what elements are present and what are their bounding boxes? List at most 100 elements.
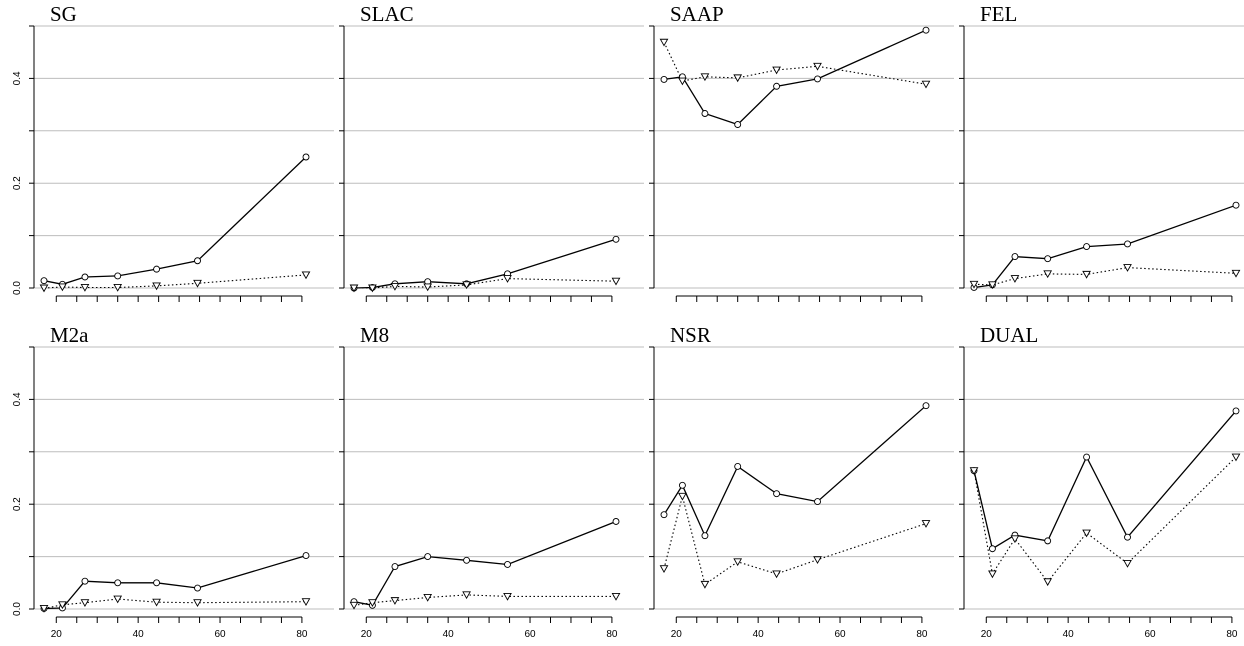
point-triangle <box>813 62 822 71</box>
point-triangle <box>1043 270 1053 279</box>
point-triangle <box>1123 559 1132 568</box>
panel-nsr: 20 40 60 80 NSR <box>649 323 954 640</box>
point-circle <box>194 584 201 592</box>
point-triangle <box>390 597 400 605</box>
point-circle <box>114 579 122 587</box>
point-triangle <box>349 601 359 610</box>
x-tick-label: 20 <box>981 629 993 640</box>
point-circle <box>1083 243 1091 251</box>
point-triangle <box>80 284 90 292</box>
point-triangle <box>58 601 67 610</box>
panel-slac: SLAC <box>339 2 644 302</box>
x-tick-label: 40 <box>1063 629 1075 640</box>
x-tick-label: 80 <box>916 629 928 640</box>
point-triangle <box>772 570 781 579</box>
point-circle <box>988 545 996 553</box>
point-circle <box>1044 255 1052 263</box>
point-triangle <box>678 492 687 501</box>
point-triangle <box>152 282 161 291</box>
point-circle <box>1011 253 1019 261</box>
point-triangle <box>1231 269 1241 278</box>
point-circle <box>660 511 668 519</box>
panel-title: M2a <box>50 323 89 347</box>
point-circle <box>1232 407 1240 415</box>
point-circle <box>660 75 668 83</box>
point-circle <box>612 518 620 525</box>
point-circle <box>701 532 709 540</box>
panel-m2a: 0.0 0.2 0.4 20 40 60 80 M2a <box>12 323 334 640</box>
x-tick-label: 60 <box>834 629 846 640</box>
point-triangle <box>301 271 311 280</box>
point-triangle <box>39 605 49 613</box>
series-line-solid <box>43 156 307 285</box>
x-tick-label: 80 <box>1226 629 1238 640</box>
point-circle <box>302 552 310 560</box>
point-triangle <box>969 280 979 289</box>
panel-fel: FEL <box>959 2 1244 302</box>
panel-title: FEL <box>980 2 1017 26</box>
point-triangle <box>1123 264 1132 272</box>
point-triangle <box>988 570 997 579</box>
point-circle <box>391 563 399 571</box>
y-tick-label: 0.4 <box>12 71 23 85</box>
x-tick-label: 80 <box>296 629 308 640</box>
point-circle <box>114 272 122 280</box>
panel-title: NSR <box>670 323 711 347</box>
x-tick-label: 20 <box>361 629 373 640</box>
point-triangle <box>1010 275 1020 283</box>
point-circle <box>773 490 781 498</box>
point-circle <box>424 553 432 561</box>
point-triangle <box>368 599 377 608</box>
x-tick-label: 20 <box>51 629 63 640</box>
point-circle <box>922 26 930 34</box>
point-triangle <box>462 281 471 290</box>
point-circle <box>1124 240 1131 248</box>
point-circle <box>153 579 161 587</box>
point-triangle <box>921 80 931 89</box>
point-circle <box>302 153 310 161</box>
point-circle <box>81 273 89 281</box>
point-triangle <box>113 595 123 604</box>
point-circle <box>463 556 471 564</box>
x-tick-label: 80 <box>606 629 618 640</box>
y-tick-label: 0.0 <box>12 281 23 295</box>
point-circle <box>504 561 511 568</box>
series-line-dotted <box>663 496 927 586</box>
series-line-solid <box>353 520 617 607</box>
panel-m8: 20 40 60 80 M8 <box>339 323 644 640</box>
point-triangle <box>1082 270 1091 279</box>
y-tick-label: 0.4 <box>12 392 23 406</box>
point-triangle <box>659 565 669 573</box>
point-triangle <box>700 580 710 589</box>
point-triangle <box>611 592 621 601</box>
panel-title: DUAL <box>980 323 1038 347</box>
point-triangle <box>659 38 669 47</box>
series-line-solid <box>353 238 617 289</box>
point-circle <box>194 257 201 265</box>
point-triangle <box>1082 529 1091 538</box>
point-circle <box>678 481 686 489</box>
point-triangle <box>611 277 621 286</box>
point-triangle <box>700 73 710 82</box>
point-circle <box>814 498 821 506</box>
point-triangle <box>193 279 202 288</box>
point-triangle <box>113 284 123 292</box>
point-circle <box>773 82 781 90</box>
point-triangle <box>1231 453 1241 462</box>
point-circle <box>734 121 742 128</box>
point-triangle <box>1043 578 1053 587</box>
point-triangle <box>813 556 822 565</box>
point-circle <box>922 402 930 410</box>
point-triangle <box>1010 535 1020 544</box>
panel-title: SLAC <box>360 2 414 26</box>
point-triangle <box>921 520 931 528</box>
point-triangle <box>678 77 687 86</box>
point-triangle <box>988 281 997 290</box>
point-triangle <box>58 283 67 292</box>
point-circle <box>612 235 620 243</box>
point-triangle <box>349 284 359 293</box>
point-triangle <box>423 283 433 292</box>
point-triangle <box>152 598 161 607</box>
point-circle <box>1083 453 1091 461</box>
